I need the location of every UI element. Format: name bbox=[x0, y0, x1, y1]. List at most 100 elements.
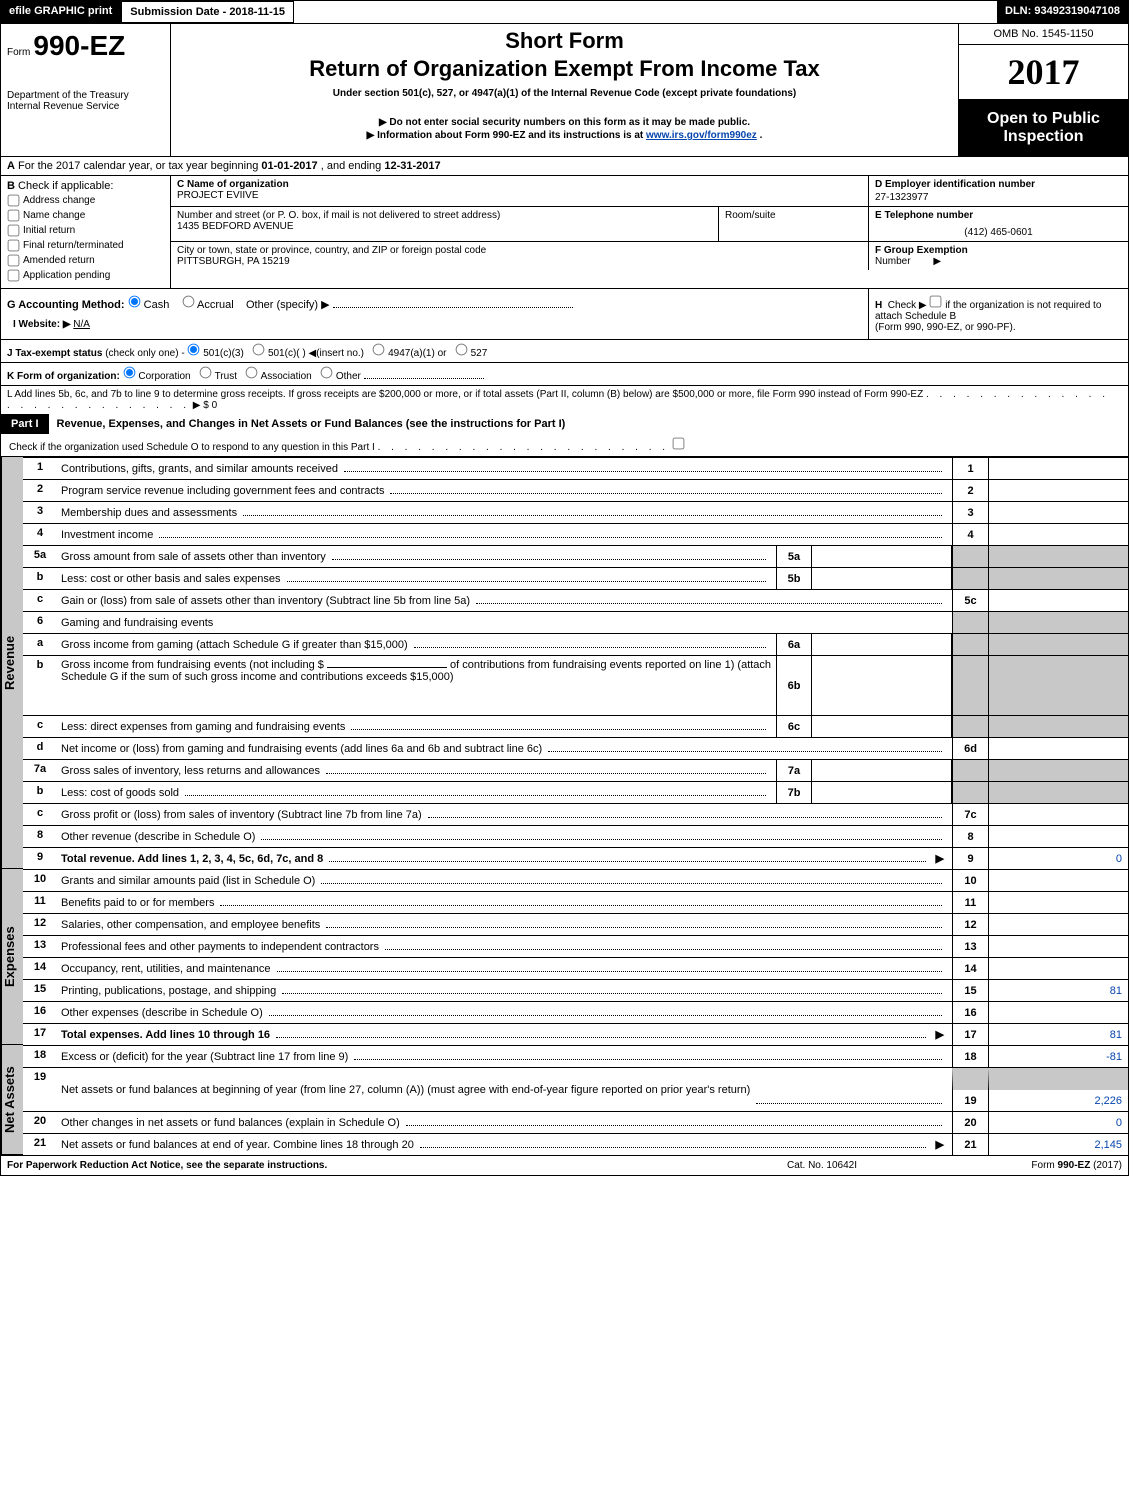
line-19: 19 Net assets or fund balances at beginn… bbox=[23, 1067, 1128, 1111]
top-bar: efile GRAPHIC print Submission Date - 20… bbox=[1, 1, 1128, 23]
E-value: (412) 465-0601 bbox=[875, 227, 1122, 238]
footer-left: For Paperwork Reduction Act Notice, see … bbox=[7, 1160, 722, 1171]
room-label: Room/suite bbox=[725, 210, 862, 221]
submission-date: Submission Date - 2018-11-15 bbox=[121, 1, 294, 23]
J-501c[interactable]: 501(c)( ) ◀(insert no.) bbox=[252, 348, 364, 359]
chk-application-pending[interactable]: Application pending bbox=[7, 269, 164, 282]
city-label: City or town, state or province, country… bbox=[177, 245, 862, 256]
A-begin: 01-01-2017 bbox=[261, 160, 317, 172]
form-prefix: Form bbox=[7, 47, 30, 58]
short-form-title: Short Form bbox=[179, 28, 950, 54]
K-corp[interactable]: Corporation bbox=[123, 371, 191, 382]
chk-final-return[interactable]: Final return/terminated bbox=[7, 239, 164, 252]
F-label2: Number bbox=[875, 256, 911, 267]
section-A: A For the 2017 calendar year, or tax yea… bbox=[1, 156, 1128, 175]
part1-header: Part I Revenue, Expenses, and Changes in… bbox=[1, 414, 1128, 434]
6b-blank[interactable] bbox=[327, 667, 447, 668]
irs-link[interactable]: www.irs.gov/form990ez bbox=[646, 130, 757, 141]
chk-initial-return[interactable]: Initial return bbox=[7, 224, 164, 237]
line-1: 1 Contributions, gifts, grants, and simi… bbox=[23, 457, 1128, 479]
netassets-section: Net Assets 18 Excess or (deficit) for th… bbox=[1, 1045, 1128, 1155]
K-assoc[interactable]: Association bbox=[245, 371, 311, 382]
part1-check: Check if the organization used Schedule … bbox=[1, 434, 1128, 457]
line-5a: 5a Gross amount from sale of assets othe… bbox=[23, 545, 1128, 567]
H-check: Check ▶ bbox=[888, 300, 927, 311]
K-trust[interactable]: Trust bbox=[199, 371, 237, 382]
chk-name-change[interactable]: Name change bbox=[7, 209, 164, 222]
page-footer: For Paperwork Reduction Act Notice, see … bbox=[1, 1155, 1128, 1175]
D-ein: D Employer identification number 27-1323… bbox=[868, 176, 1128, 207]
chk-address-change[interactable]: Address change bbox=[7, 194, 164, 207]
line-15: 15 Printing, publications, postage, and … bbox=[23, 979, 1128, 1001]
line-3: 3 Membership dues and assessments 3 bbox=[23, 501, 1128, 523]
expenses-section: Expenses 10 Grants and similar amounts p… bbox=[1, 869, 1128, 1045]
line-5b: b Less: cost or other basis and sales ex… bbox=[23, 567, 1128, 589]
header-right: OMB No. 1545-1150 2017 Open to Public In… bbox=[958, 24, 1128, 156]
F-label: F Group Exemption bbox=[875, 245, 968, 256]
form-header: Form 990-EZ Department of the Treasury I… bbox=[1, 23, 1128, 156]
line-2: 2 Program service revenue including gove… bbox=[23, 479, 1128, 501]
J-label: J Tax-exempt status bbox=[7, 348, 102, 359]
form-990ez-page: efile GRAPHIC print Submission Date - 20… bbox=[0, 0, 1129, 1176]
part1-check-box[interactable] bbox=[672, 438, 684, 450]
J-note: (check only one) - bbox=[105, 348, 184, 359]
omb-number: OMB No. 1545-1150 bbox=[959, 24, 1128, 45]
J-501c3[interactable]: 501(c)(3) bbox=[187, 348, 243, 359]
G-other-blank[interactable] bbox=[333, 307, 573, 308]
expenses-side-label: Expenses bbox=[1, 869, 23, 1045]
section-L: L Add lines 5b, 6c, and 7b to line 9 to … bbox=[1, 385, 1128, 414]
revenue-side-label: Revenue bbox=[1, 457, 23, 869]
K-other[interactable]: Other bbox=[320, 371, 361, 382]
A-mid: , and ending bbox=[321, 160, 385, 172]
G-accrual[interactable]: Accrual bbox=[182, 299, 234, 311]
line-21: 21 Net assets or fund balances at end of… bbox=[23, 1133, 1128, 1155]
D-value: 27-1323977 bbox=[875, 192, 1122, 203]
E-phone: E Telephone number (412) 465-0601 bbox=[868, 207, 1128, 242]
line-6b: b Gross income from fundraising events (… bbox=[23, 655, 1128, 715]
open-public-l2: Inspection bbox=[963, 128, 1124, 146]
return-title: Return of Organization Exempt From Incom… bbox=[179, 56, 950, 82]
line-7c: c Gross profit or (loss) from sales of i… bbox=[23, 803, 1128, 825]
footer-catno: Cat. No. 10642I bbox=[722, 1160, 922, 1171]
efile-badge: efile GRAPHIC print bbox=[1, 1, 121, 23]
K-other-blank[interactable] bbox=[364, 378, 484, 379]
C-room: Room/suite bbox=[718, 207, 868, 241]
street-value: 1435 BEDFORD AVENUE bbox=[177, 221, 712, 232]
open-to-public: Open to Public Inspection bbox=[959, 100, 1128, 156]
H-checkbox[interactable] bbox=[930, 296, 942, 308]
J-527[interactable]: 527 bbox=[455, 348, 487, 359]
line-13: 13 Professional fees and other payments … bbox=[23, 935, 1128, 957]
line-6a: a Gross income from gaming (attach Sched… bbox=[23, 633, 1128, 655]
form-number: 990-EZ bbox=[33, 30, 125, 61]
J-4947[interactable]: 4947(a)(1) or bbox=[372, 348, 446, 359]
street-label: Number and street (or P. O. box, if mail… bbox=[177, 210, 712, 221]
chk-amended-return[interactable]: Amended return bbox=[7, 254, 164, 267]
under-section: Under section 501(c), 527, or 4947(a)(1)… bbox=[179, 88, 950, 99]
dln-badge: DLN: 93492319047108 bbox=[997, 1, 1128, 23]
irs-label: Internal Revenue Service bbox=[7, 101, 164, 112]
F-group-exemption: F Group Exemption Number ▶ bbox=[868, 242, 1128, 270]
line-5c: c Gain or (loss) from sale of assets oth… bbox=[23, 589, 1128, 611]
tax-year: 2017 bbox=[959, 45, 1128, 100]
section-CDEF: C Name of organization PROJECT EVIIVE D … bbox=[171, 176, 1128, 288]
line-20: 20 Other changes in net assets or fund b… bbox=[23, 1111, 1128, 1133]
B-label: Check if applicable: bbox=[18, 180, 113, 192]
topbar-spacer bbox=[294, 1, 997, 23]
G-cash[interactable]: Cash bbox=[128, 299, 170, 311]
section-G: G Accounting Method: Cash Accrual Other … bbox=[1, 289, 868, 339]
line-17: 17 Total expenses. Add lines 10 through … bbox=[23, 1023, 1128, 1045]
H-label: H bbox=[875, 300, 882, 311]
dept-treasury: Department of the Treasury bbox=[7, 90, 164, 101]
D-label: D Employer identification number bbox=[875, 179, 1035, 190]
C-label: C Name of organization bbox=[177, 179, 862, 190]
F-arrow: ▶ bbox=[933, 256, 941, 267]
line-12: 12 Salaries, other compensation, and emp… bbox=[23, 913, 1128, 935]
header-left: Form 990-EZ Department of the Treasury I… bbox=[1, 24, 171, 156]
ssn-warning: ▶ Do not enter social security numbers o… bbox=[179, 117, 950, 128]
header-center: Short Form Return of Organization Exempt… bbox=[171, 24, 958, 156]
C-city: City or town, state or province, country… bbox=[171, 242, 868, 270]
E-label: E Telephone number bbox=[875, 210, 973, 221]
I-value: N/A bbox=[73, 319, 90, 330]
G-label: G Accounting Method: bbox=[7, 299, 125, 311]
G-other: Other (specify) ▶ bbox=[246, 299, 330, 311]
